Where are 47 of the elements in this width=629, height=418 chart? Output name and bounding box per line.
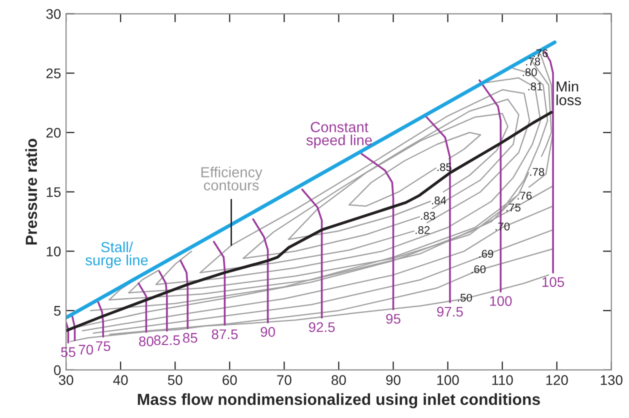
annotation: .50 xyxy=(458,294,472,302)
series-label: 75 xyxy=(96,341,110,352)
series-label: 95 xyxy=(386,314,400,324)
annotation: .60 xyxy=(472,265,486,274)
series-label: 80 xyxy=(139,336,154,346)
annotation: .76 xyxy=(518,192,532,200)
x-tick-label: 120 xyxy=(546,375,568,385)
series-label: 82.5 xyxy=(154,335,180,346)
annotation: Stall/ surge line xyxy=(86,242,148,268)
x-tick-label: 40 xyxy=(113,375,128,385)
y-tick-label: 10 xyxy=(46,246,61,256)
y-tick-label: 25 xyxy=(46,68,61,78)
series-label: 70 xyxy=(78,344,94,355)
x-tick-label: 60 xyxy=(222,375,237,385)
annotation: .69 xyxy=(479,250,494,258)
annotation: .78 xyxy=(530,168,544,176)
x-tick-label: 90 xyxy=(386,375,400,385)
series-label: 97.5 xyxy=(437,306,463,317)
annotation: .81 xyxy=(528,82,542,90)
x-tick-label: 80 xyxy=(332,375,346,385)
x-tick-label: 50 xyxy=(168,375,182,385)
x-axis-title: Mass flow nondimensionalized using inlet conditions xyxy=(138,393,540,408)
x-tick-label: 70 xyxy=(277,375,292,385)
annotation: .80 xyxy=(522,68,537,76)
series-label: 100 xyxy=(490,296,512,306)
annotation: .75 xyxy=(506,204,520,212)
series-label: 85 xyxy=(183,332,198,343)
annotation: Constant speed line xyxy=(306,122,372,148)
y-tick-label: 0 xyxy=(54,365,61,376)
annotation: .83 xyxy=(421,212,436,220)
y-tick-label: 20 xyxy=(46,128,61,138)
y-tick-label: 30 xyxy=(46,9,61,19)
series-label: Min loss xyxy=(556,80,581,106)
x-tick-label: 110 xyxy=(492,375,513,385)
annotation: Efficiency contours xyxy=(201,166,262,190)
series-label: 90 xyxy=(260,326,276,337)
y-tick-label: 15 xyxy=(46,187,61,198)
series-label: 105 xyxy=(542,277,564,287)
annotation: .84 xyxy=(432,196,446,204)
y-tick-label: 5 xyxy=(54,306,61,316)
series-label: 87.5 xyxy=(212,329,238,340)
series-label: 92.5 xyxy=(308,322,335,332)
x-tick-label: 130 xyxy=(600,375,622,385)
annotation: .82 xyxy=(416,226,430,234)
annotation: .78 xyxy=(526,58,540,66)
x-tick-label: 100 xyxy=(437,375,459,385)
y-axis-title: Pressure ratio xyxy=(25,138,38,245)
